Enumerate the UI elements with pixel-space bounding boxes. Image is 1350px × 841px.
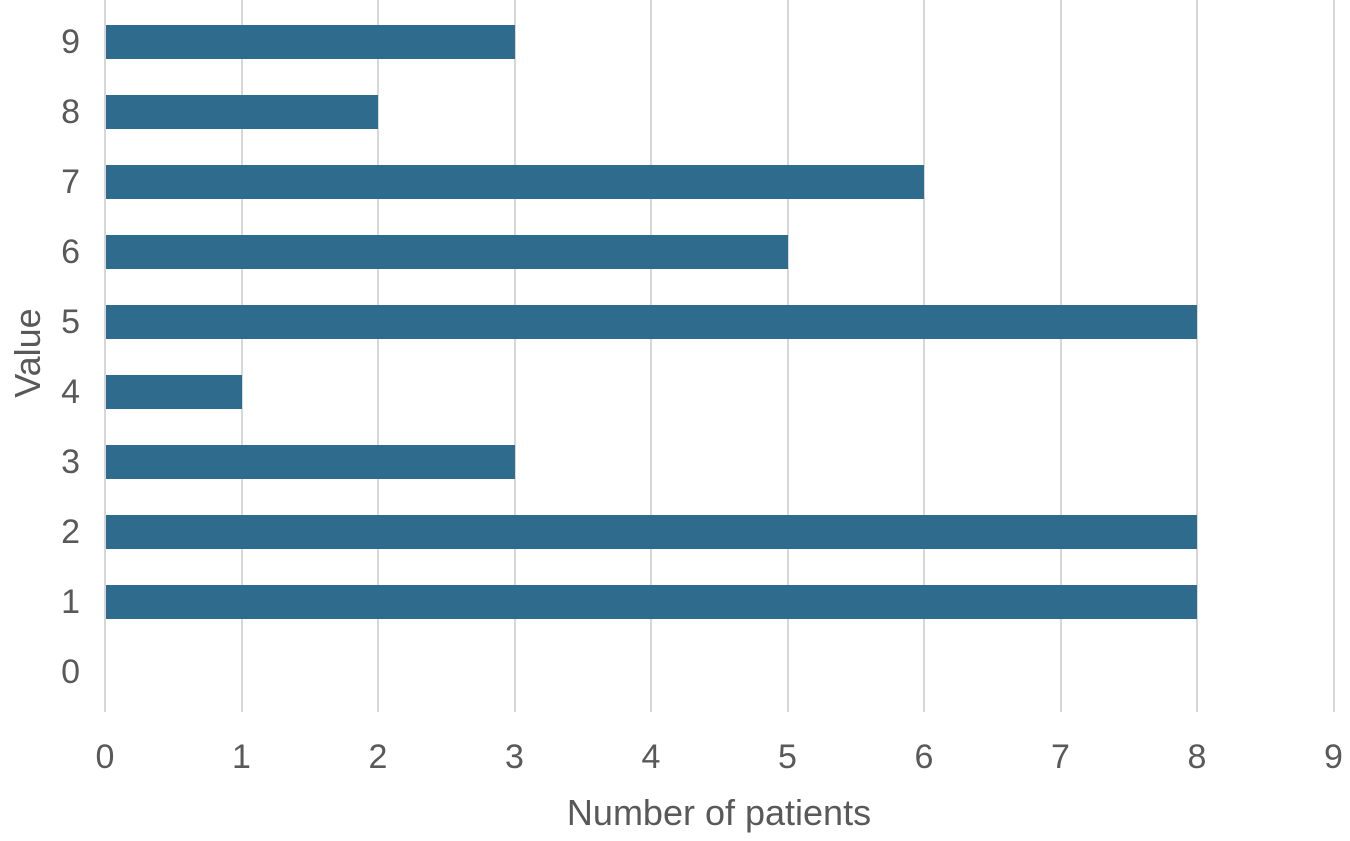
y-tick-label-3: 3 <box>61 443 80 481</box>
y-tick-label-5: 5 <box>61 303 80 341</box>
gridline-x-3 <box>513 0 516 712</box>
x-tick-label-6: 6 <box>914 738 934 776</box>
x-tick-label-9: 9 <box>1324 738 1343 776</box>
gridline-x-8 <box>1196 0 1198 712</box>
y-tick-label-8: 8 <box>61 93 80 131</box>
bar-value-4 <box>106 375 242 409</box>
y-tick-label-6: 6 <box>61 233 80 271</box>
y-tick-label-0: 0 <box>61 653 80 691</box>
x-tick-label-5: 5 <box>778 738 797 776</box>
y-tick-label-1: 1 <box>61 583 80 621</box>
gridline-x-2 <box>377 0 379 712</box>
x-tick-label-8: 8 <box>1187 738 1207 776</box>
x-tick-label-2: 2 <box>368 738 388 776</box>
gridline-x-1 <box>240 0 243 712</box>
y-tick-label-7: 7 <box>61 163 80 201</box>
gridline-x-4 <box>650 0 652 712</box>
bar-value-5 <box>106 305 1197 339</box>
gridline-x-0 <box>104 0 106 712</box>
x-tick-label-7: 7 <box>1051 738 1070 776</box>
bar-value-3 <box>106 445 515 479</box>
x-tick-label-4: 4 <box>641 738 661 776</box>
x-tick-label-1: 1 <box>232 738 251 776</box>
gridline-x-6 <box>923 0 925 712</box>
x-axis-title: Number of patients <box>566 792 872 833</box>
bar-value-8 <box>106 95 378 129</box>
gridline-x-9 <box>1332 0 1335 712</box>
bar-value-6 <box>106 235 788 269</box>
x-tick-label-3: 3 <box>505 738 524 776</box>
bar-value-1 <box>106 585 1197 619</box>
bar-value-2 <box>106 515 1197 549</box>
y-tick-label-4: 4 <box>61 373 80 411</box>
x-tick-label-0: 0 <box>95 738 115 776</box>
bar-value-7 <box>106 165 924 199</box>
gridline-x-5 <box>786 0 789 712</box>
bar-value-9 <box>106 25 515 59</box>
y-tick-label-9: 9 <box>61 23 80 61</box>
y-tick-label-2: 2 <box>61 513 80 551</box>
gridline-x-7 <box>1059 0 1062 712</box>
